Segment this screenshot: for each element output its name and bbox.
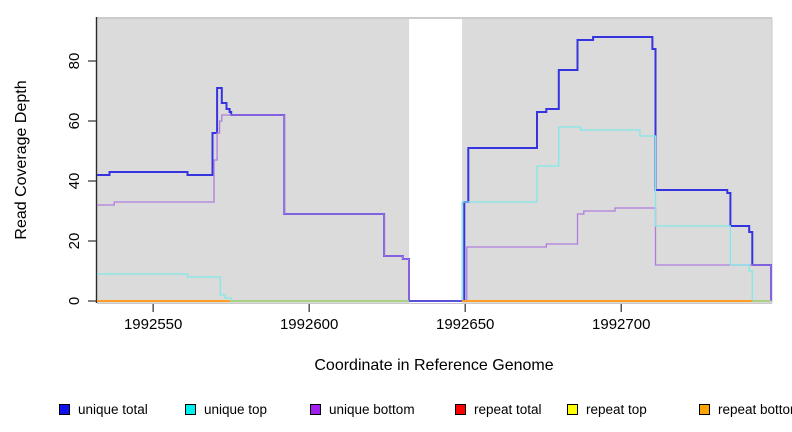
legend-item-repeat-bottom: repeat bottom [699, 400, 792, 418]
y-axis-title: Read Coverage Depth [13, 80, 30, 240]
y-tick-label: 20 [66, 233, 83, 250]
legend-swatch [59, 403, 70, 415]
legend: unique total unique top unique bottom repea… [0, 400, 792, 420]
y-tick-label: 0 [66, 297, 83, 305]
legend-label: repeat total [474, 401, 542, 417]
legend-label: repeat bottom [718, 401, 792, 417]
legend-label: unique total [78, 401, 148, 417]
legend-swatch [455, 403, 466, 415]
x-axis-title: Coordinate in Reference Genome [314, 357, 554, 374]
legend-item-repeat-total: repeat total [455, 400, 542, 418]
series-unique-top [97, 126, 771, 302]
legend-swatch [185, 403, 196, 415]
legend-swatch [567, 403, 578, 415]
plot-area: 0 20 40 60 80 1992550 1992600 1992650 1992700 [66, 17, 773, 333]
x-tick-label: 1992650 [436, 316, 494, 333]
legend-item-unique-total: unique total [59, 400, 148, 418]
legend-item-unique-bottom: unique bottom [310, 400, 415, 418]
series-unique-bottom [97, 114, 772, 302]
legend-item-repeat-top: repeat top [567, 400, 647, 418]
y-tick-label: 80 [66, 53, 83, 70]
legend-swatch [699, 403, 710, 415]
y-tick-label: 40 [66, 173, 83, 190]
legend-swatch [310, 403, 321, 415]
x-tick-label: 1992600 [280, 316, 338, 333]
coverage-gap-band [409, 19, 463, 303]
legend-item-unique-top: unique top [185, 400, 267, 418]
legend-label: unique top [204, 401, 268, 417]
y-tick-label: 60 [66, 113, 83, 130]
x-tick-label: 1992550 [124, 316, 182, 333]
legend-label: unique bottom [329, 401, 415, 417]
x-tick-label: 1992700 [592, 316, 650, 333]
legend-label: repeat top [586, 401, 647, 417]
